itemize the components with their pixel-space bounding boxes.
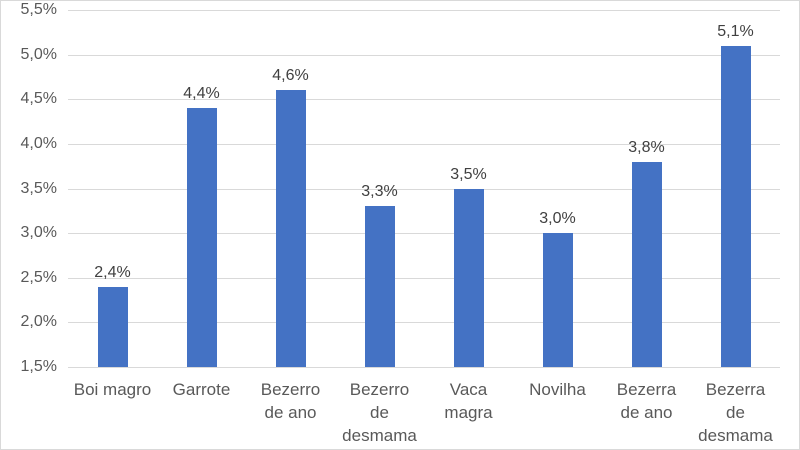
bar-bezerra-de-ano: [631, 161, 662, 367]
y-tick-label: 3,0%: [20, 224, 57, 242]
y-tick-label: 4,5%: [20, 90, 57, 108]
y-tick-label: 5,5%: [20, 1, 57, 18]
y-tick-label: 4,0%: [20, 134, 57, 152]
bar-data-label: 3,5%: [450, 165, 487, 183]
y-tick-label: 1,5%: [20, 358, 57, 375]
y-tick-label: 5,0%: [20, 45, 57, 63]
plot-area: 2,4% 4,4% 4,6% 3,3% 3,5% 3,0% 3,8% 5,1%: [68, 10, 780, 368]
gridline: [68, 99, 780, 101]
x-tick-label: Bezerro de ano: [260, 380, 321, 422]
bar-data-label: 4,6%: [272, 67, 309, 85]
x-tick-label: Bezerro de desmama: [342, 380, 417, 445]
bar-data-label: 4,4%: [183, 85, 220, 103]
x-tick-label: Vaca magra: [444, 380, 493, 422]
y-tick-label: 3,5%: [20, 179, 57, 197]
y-tick-label: 2,5%: [20, 268, 57, 286]
gridline: [68, 54, 780, 56]
x-axis-labels: Boi magro Garrote Bezerro de ano Bezerro de…: [68, 378, 780, 449]
gridline: [68, 322, 780, 324]
gridline: [68, 10, 780, 11]
bar-garrote: [186, 108, 217, 367]
x-tick-label: Boi magro: [73, 380, 152, 399]
bar-bezerro-de-desmama: [364, 206, 395, 367]
y-tick-label: 2,0%: [20, 313, 57, 331]
gridline: [68, 277, 780, 279]
bar-data-label: 2,4%: [94, 263, 131, 281]
gridline: [68, 143, 780, 145]
x-tick-label: Bezerra de ano: [616, 380, 677, 422]
bar-bezerro-de-ano: [275, 90, 306, 367]
gridline: [68, 233, 780, 235]
bar-data-label: 3,8%: [628, 138, 665, 156]
bar-data-label: 3,3%: [361, 183, 398, 201]
x-tick-label: Novilha: [529, 380, 586, 399]
bar-data-label: 3,0%: [539, 210, 576, 228]
bar-boi-magro: [97, 286, 128, 367]
bar-novilha: [542, 233, 573, 367]
gridline: [68, 367, 780, 368]
bar-bezerra-de-desmama: [720, 45, 751, 367]
gridline: [68, 188, 780, 190]
bar-data-label: 5,1%: [717, 22, 754, 40]
bar-vaca-magra: [453, 188, 484, 367]
x-tick-label: Bezerra de desmama: [698, 380, 773, 445]
x-tick-label: Garrote: [172, 380, 231, 399]
